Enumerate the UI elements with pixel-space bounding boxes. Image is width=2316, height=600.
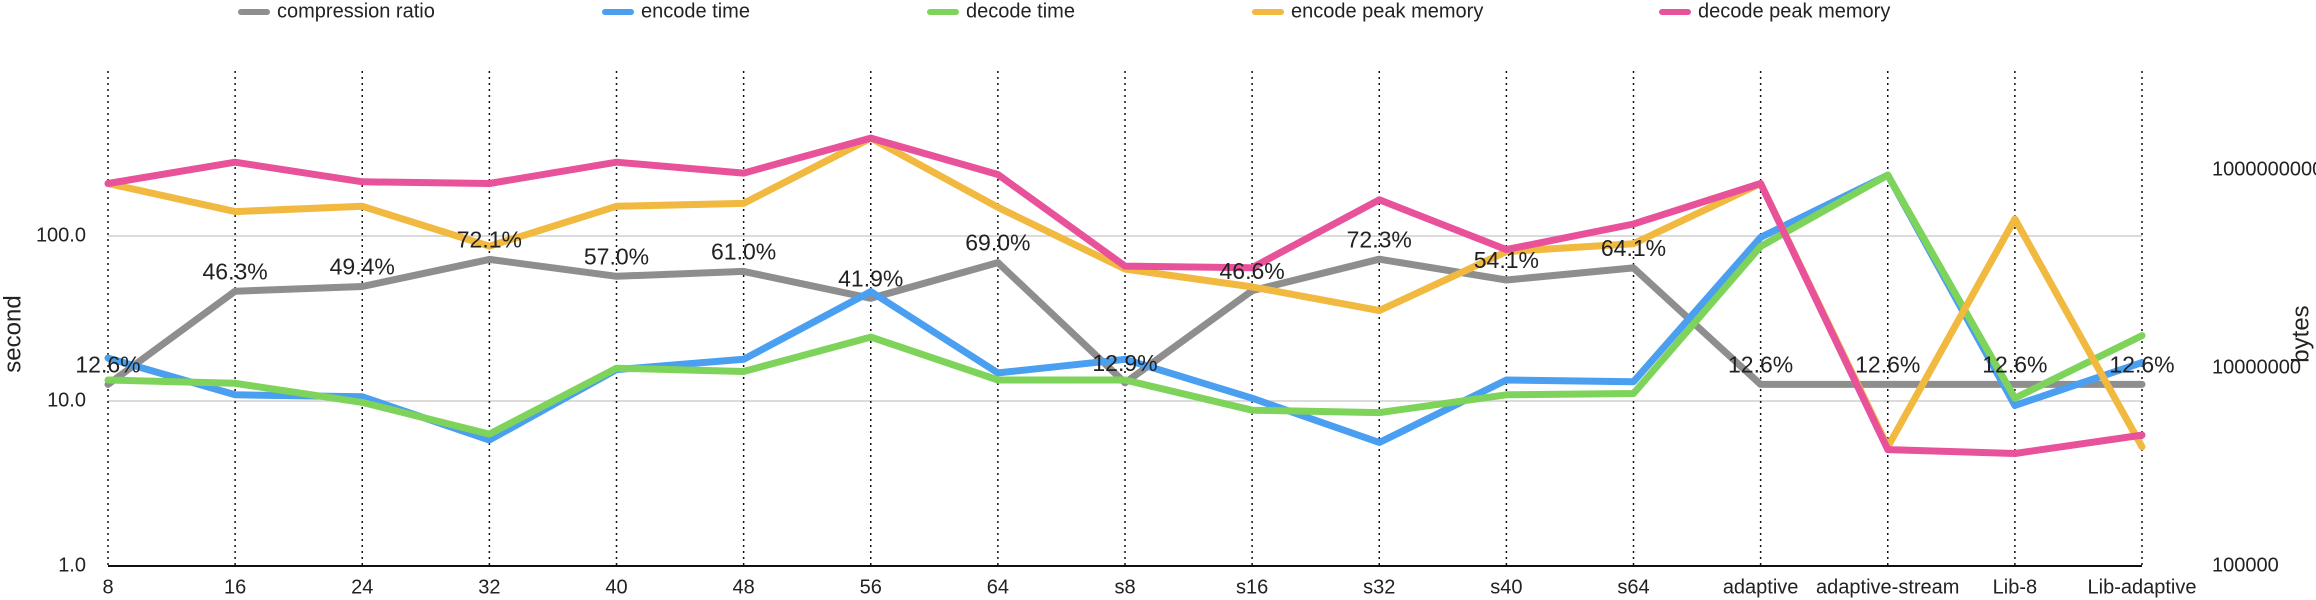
value-label: 41.9% bbox=[838, 265, 903, 291]
value-label: 12.6% bbox=[1982, 352, 2047, 378]
series-line bbox=[104, 134, 2146, 457]
legend-label: encode peak memory bbox=[1291, 0, 1483, 22]
x-tick-label: 40 bbox=[605, 576, 627, 598]
x-tick-label: s40 bbox=[1490, 576, 1522, 598]
value-label: 46.3% bbox=[203, 258, 268, 284]
y2-axis-label: bytes bbox=[2287, 305, 2314, 362]
value-label: 12.6% bbox=[2109, 352, 2174, 378]
y-tick-label: 100.0 bbox=[36, 224, 86, 246]
value-label: 57.0% bbox=[584, 243, 649, 269]
x-tick-label: 32 bbox=[478, 576, 500, 598]
x-tick-label: 64 bbox=[987, 576, 1009, 598]
x-tick-label: 48 bbox=[733, 576, 755, 598]
value-label: 12.6% bbox=[75, 352, 140, 378]
value-label: 54.1% bbox=[1474, 247, 1539, 273]
value-label: 64.1% bbox=[1601, 235, 1666, 261]
y-tick-label: 1.0 bbox=[58, 554, 86, 576]
legend-label: decode time bbox=[966, 0, 1075, 22]
value-label: 72.3% bbox=[1347, 226, 1412, 252]
legend-label: decode peak memory bbox=[1698, 0, 1890, 22]
value-label: 12.6% bbox=[1855, 352, 1920, 378]
x-tick-label: adaptive-stream bbox=[1816, 576, 1959, 598]
x-tick-label: 8 bbox=[102, 576, 113, 598]
value-label: 12.9% bbox=[1092, 350, 1157, 376]
value-label: 46.6% bbox=[1220, 258, 1285, 284]
x-tick-label: 24 bbox=[351, 576, 373, 598]
x-tick-label: 16 bbox=[224, 576, 246, 598]
value-label: 72.1% bbox=[457, 227, 522, 253]
x-tick-label: 56 bbox=[860, 576, 882, 598]
y2-tick-label: 100000 bbox=[2212, 554, 2279, 576]
y-tick-label: 10.0 bbox=[47, 389, 86, 411]
value-label: 61.0% bbox=[711, 238, 776, 264]
x-tick-label: adaptive bbox=[1723, 576, 1799, 598]
x-tick-label: s8 bbox=[1114, 576, 1135, 598]
x-tick-label: s16 bbox=[1236, 576, 1268, 598]
value-label: 49.4% bbox=[330, 254, 395, 280]
x-tick-label: s32 bbox=[1363, 576, 1395, 598]
value-label: 12.6% bbox=[1728, 352, 1793, 378]
legend-label: compression ratio bbox=[277, 0, 435, 22]
x-tick-label: Lib-adaptive bbox=[2088, 576, 2197, 598]
value-label: 69.0% bbox=[965, 230, 1030, 256]
x-tick-label: Lib-8 bbox=[1993, 576, 2037, 598]
y2-tick-label: 10000000 bbox=[2212, 356, 2301, 378]
x-tick-label: s64 bbox=[1617, 576, 1649, 598]
legend-label: encode time bbox=[641, 0, 750, 22]
series-line bbox=[104, 171, 2146, 438]
y2-tick-label: 1000000000 bbox=[2212, 158, 2316, 180]
y-axis-label: second bbox=[0, 295, 26, 372]
